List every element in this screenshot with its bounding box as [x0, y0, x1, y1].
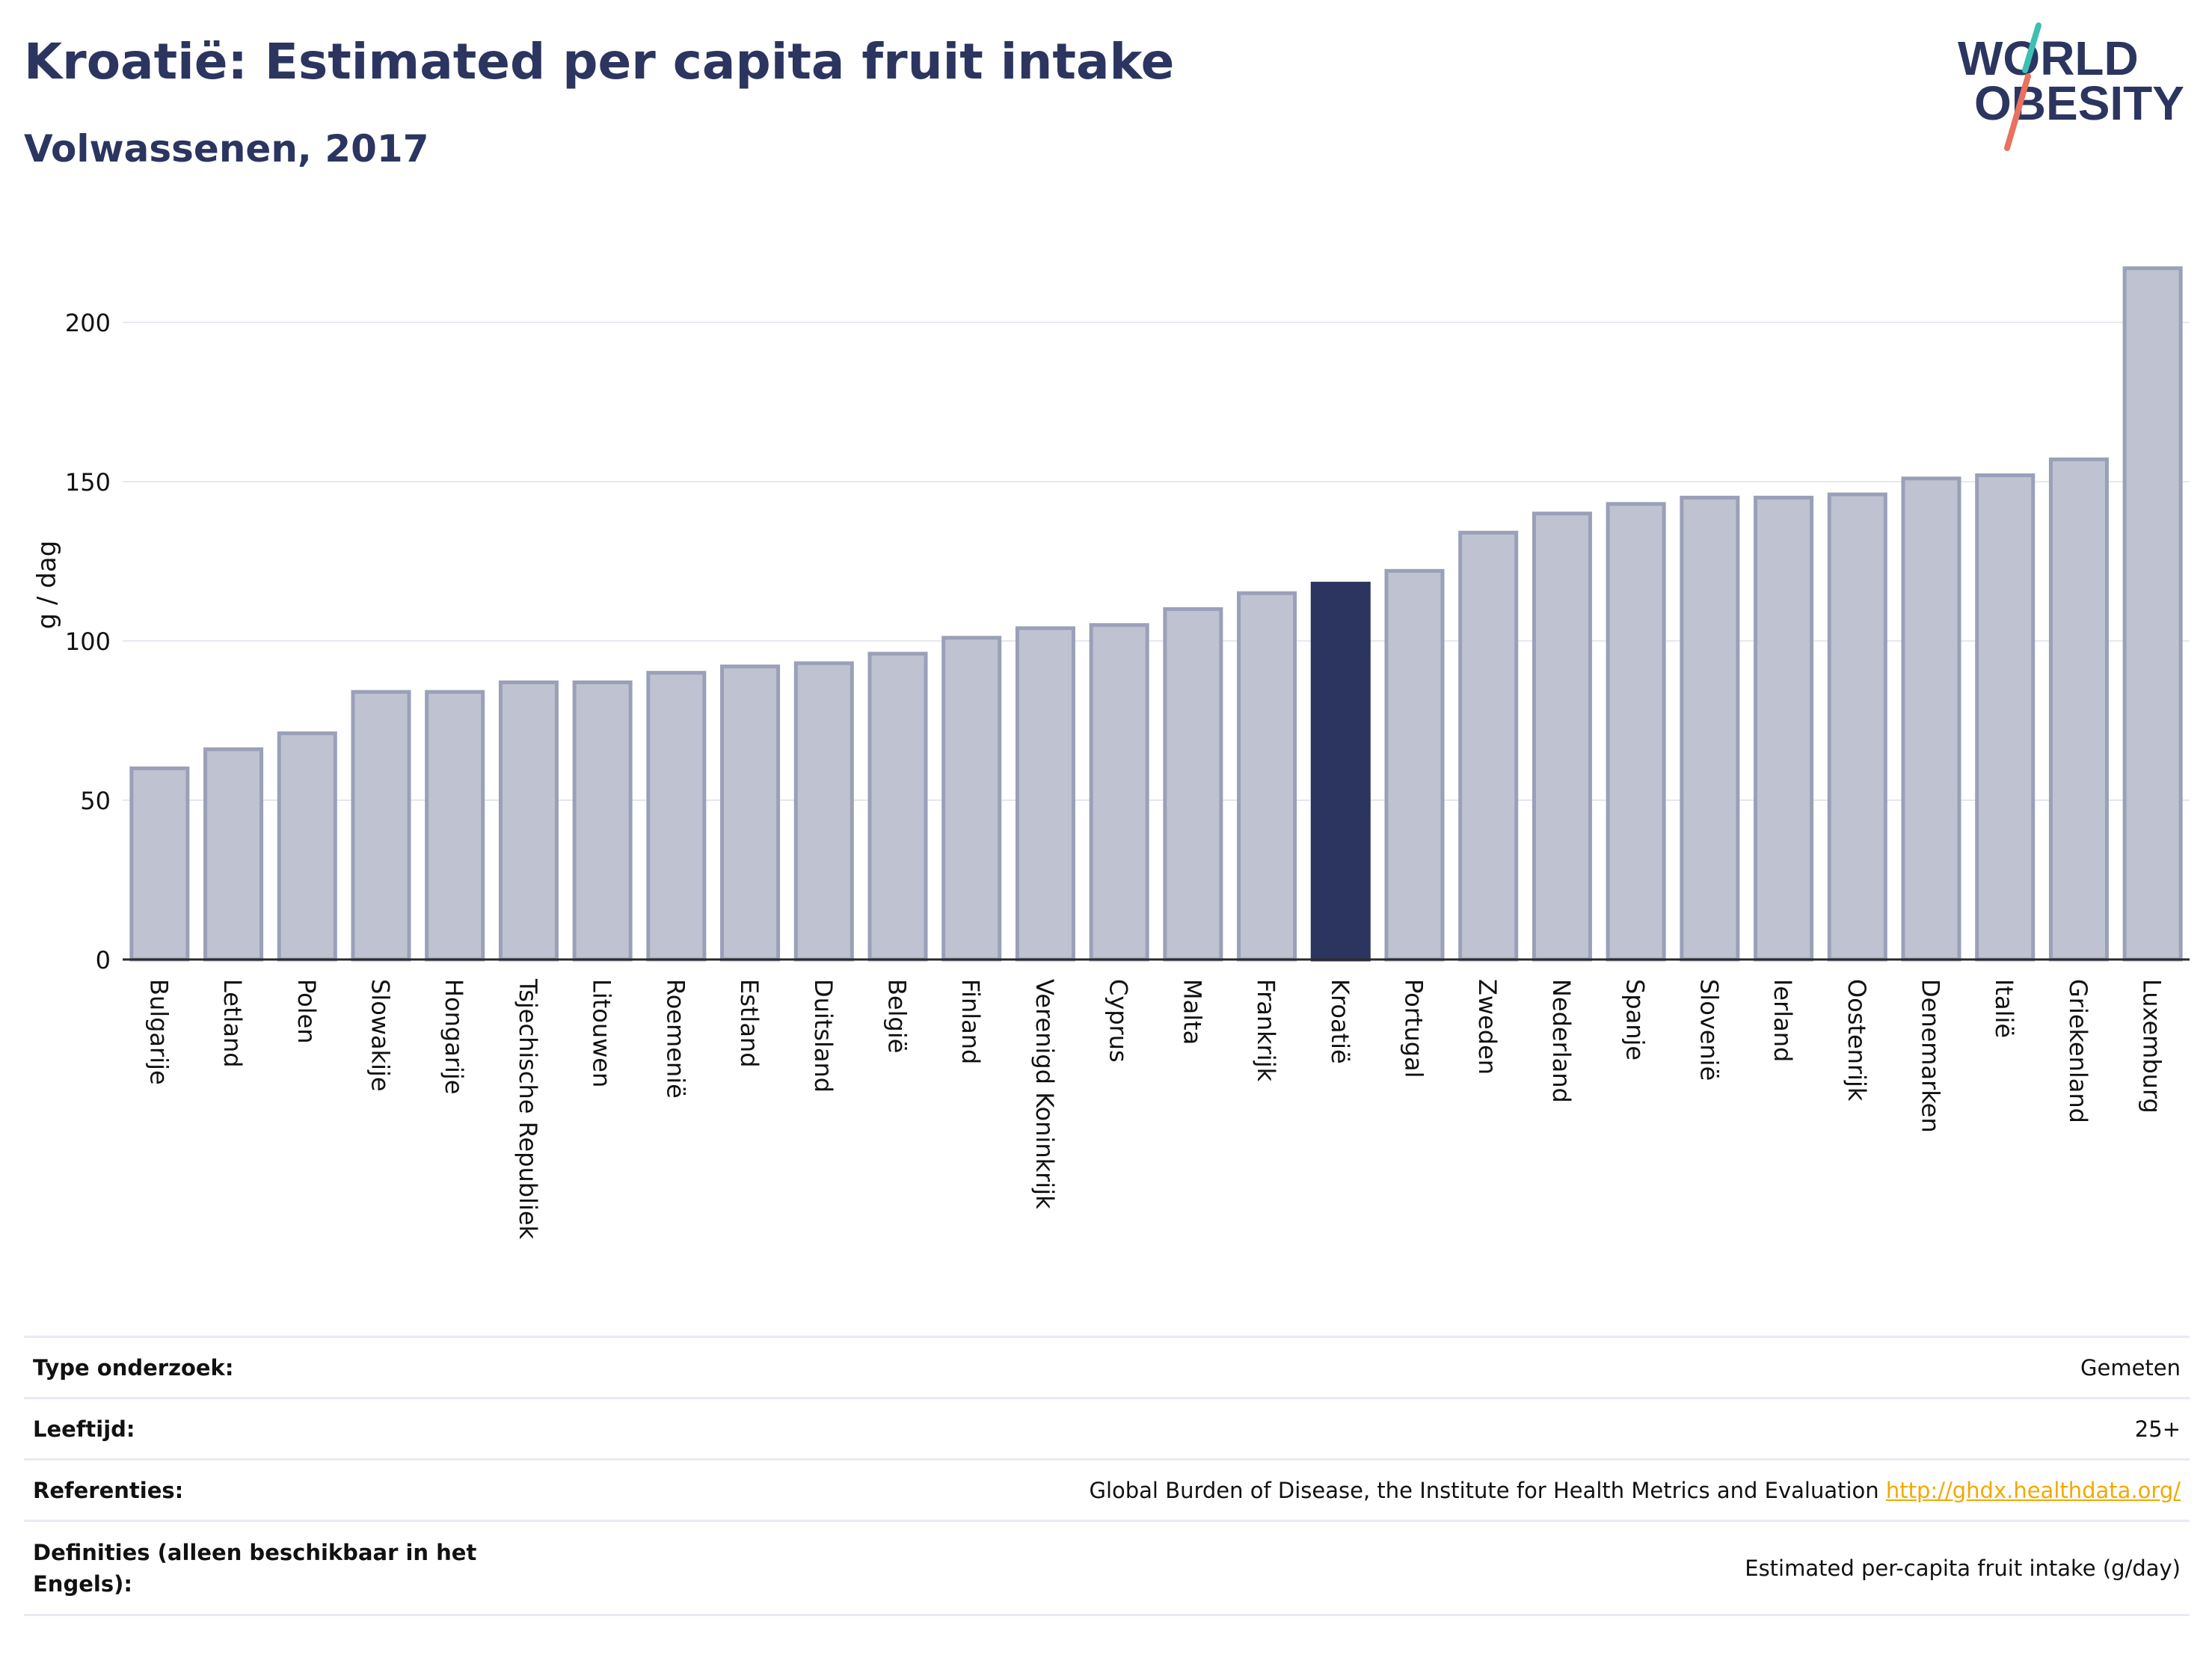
x-tick-label: Luxemburg [2138, 979, 2166, 1114]
info-label: Leeftijd: [24, 1397, 520, 1460]
logo-text-obesity: OBESITY [1974, 76, 2184, 130]
logo-text-world: WORLD [1958, 31, 2139, 85]
bar-portugal[interactable] [1384, 568, 1445, 962]
logo-slash-teal [2022, 22, 2042, 73]
x-tick-label: Nederland [1547, 979, 1576, 1103]
x-tick-label: Finland [956, 979, 985, 1064]
x-tick-label: Portugal [1400, 979, 1428, 1078]
bar-itali-[interactable] [1975, 473, 2036, 962]
x-tick-label: Malta [1178, 979, 1206, 1045]
info-value-references: Global Burden of Disease, the Institute … [520, 1458, 2190, 1521]
info-row-study-type: Type onderzoek: Gemeten [24, 1336, 2190, 1398]
bar-spanje[interactable] [1606, 502, 1666, 962]
y-tick-label: 0 [96, 946, 111, 974]
x-tick-label: Letland [218, 979, 247, 1068]
y-tick-label: 50 [80, 787, 111, 815]
bar-sloveni-[interactable] [1680, 495, 1740, 962]
x-tick-label: Hongarije [440, 979, 468, 1094]
x-tick-label: Estland [735, 979, 764, 1068]
reference-link[interactable]: http://ghdx.healthdata.org/ [1885, 1477, 2181, 1503]
bar-oostenrijk[interactable] [1827, 492, 1887, 962]
x-tick-label: Griekenland [2064, 979, 2092, 1123]
x-tick-label: Polen [292, 979, 321, 1044]
bar-verenigd-koninkrijk[interactable] [1015, 626, 1075, 962]
info-value: Gemeten [520, 1336, 2190, 1398]
bar-polen[interactable] [277, 731, 337, 962]
x-tick-label: Cyprus [1105, 979, 1133, 1063]
bar-duitsland[interactable] [793, 661, 854, 962]
bar-hongarije[interactable] [425, 690, 485, 962]
chart-subtitle: Volwassenen, 2017 [24, 127, 429, 171]
bar-finland[interactable] [941, 636, 1002, 962]
bar-frankrijk[interactable] [1237, 591, 1297, 962]
x-tick-label: Verenigd Koninkrijk [1030, 979, 1059, 1209]
x-tick-label: Litouwen [588, 979, 616, 1087]
bar-chart: 0 50 100 150 200 Bulgarije Letland Polen Slowaki… [32, 266, 2190, 1240]
bar-cyprus[interactable] [1089, 623, 1149, 962]
bar-griekenland[interactable] [2048, 457, 2109, 962]
bar-kroati-[interactable] [1310, 581, 1371, 962]
bar-letland[interactable] [203, 747, 264, 962]
bar-tsjechische-republiek[interactable] [498, 680, 559, 962]
info-row-references: Referenties: Global Burden of Disease, t… [24, 1458, 2190, 1521]
bar-zweden[interactable] [1458, 530, 1519, 962]
info-label: Referenties: [24, 1458, 520, 1521]
axes: 0 50 100 150 200 Bulgarije Letland Polen Slowaki… [65, 309, 2190, 1240]
x-tick-label: Tsjechische Republiek [514, 978, 542, 1240]
x-tick-label: Ierland [1769, 979, 1797, 1062]
y-tick-label: 150 [65, 468, 111, 497]
x-tick-label: Duitsland [809, 979, 838, 1093]
bar-luxemburg[interactable] [2122, 266, 2183, 962]
info-row-definitions: Definities (alleen beschikbaar in het En… [24, 1520, 2190, 1616]
x-tick-label: Denemarken [1917, 979, 1945, 1133]
world-obesity-logo[interactable]: WORLD OBESITY [1944, 22, 2191, 157]
x-tick-label: Oostenrijk [1843, 979, 1871, 1102]
reference-text: Global Burden of Disease, the Institute … [1089, 1477, 1879, 1503]
y-tick-label: 200 [65, 309, 111, 337]
x-tick-label: Roemenië [661, 979, 689, 1099]
x-tick-label: Frankrijk [1252, 979, 1280, 1082]
bar-nederland[interactable] [1531, 512, 1592, 962]
logo-slash-coral [2004, 73, 2031, 151]
info-value: Estimated per-capita fruit intake (g/day… [520, 1520, 2190, 1616]
x-tick-label: Slowakije [366, 979, 395, 1092]
bar-roemeni-[interactable] [646, 671, 707, 962]
info-value: 25+ [520, 1397, 2190, 1460]
bar-malta[interactable] [1163, 607, 1223, 962]
info-row-age: Leeftijd: 25+ [24, 1397, 2190, 1460]
x-tick-label: Spanje [1621, 979, 1650, 1060]
x-tick-label: Slovenië [1695, 979, 1723, 1081]
info-label: Type onderzoek: [24, 1336, 520, 1398]
info-table: Type onderzoek: Gemeten Leeftijd: 25+ Re… [24, 1336, 2190, 1616]
info-label: Definities (alleen beschikbaar in het En… [24, 1520, 520, 1616]
x-tick-label: Italië [1990, 979, 2018, 1038]
x-tick-label: Bulgarije [144, 979, 173, 1085]
y-axis-label: g / dag [32, 541, 62, 630]
bar-belgi-[interactable] [867, 651, 928, 962]
bar-slowakije[interactable] [351, 690, 411, 962]
bar-denemarken[interactable] [1901, 476, 1961, 962]
x-tick-label: België [883, 979, 912, 1053]
bar-bulgarije[interactable] [129, 766, 190, 962]
bar-estland[interactable] [720, 664, 781, 962]
x-tick-label: Kroatië [1326, 979, 1354, 1064]
x-tick-label: Zweden [1473, 979, 1502, 1075]
y-tick-label: 100 [65, 627, 111, 656]
chart-title: Kroatië: Estimated per capita fruit inta… [24, 33, 1175, 90]
bar-litouwen[interactable] [572, 680, 633, 962]
bars [129, 266, 2183, 962]
bar-ierland[interactable] [1754, 495, 1814, 962]
